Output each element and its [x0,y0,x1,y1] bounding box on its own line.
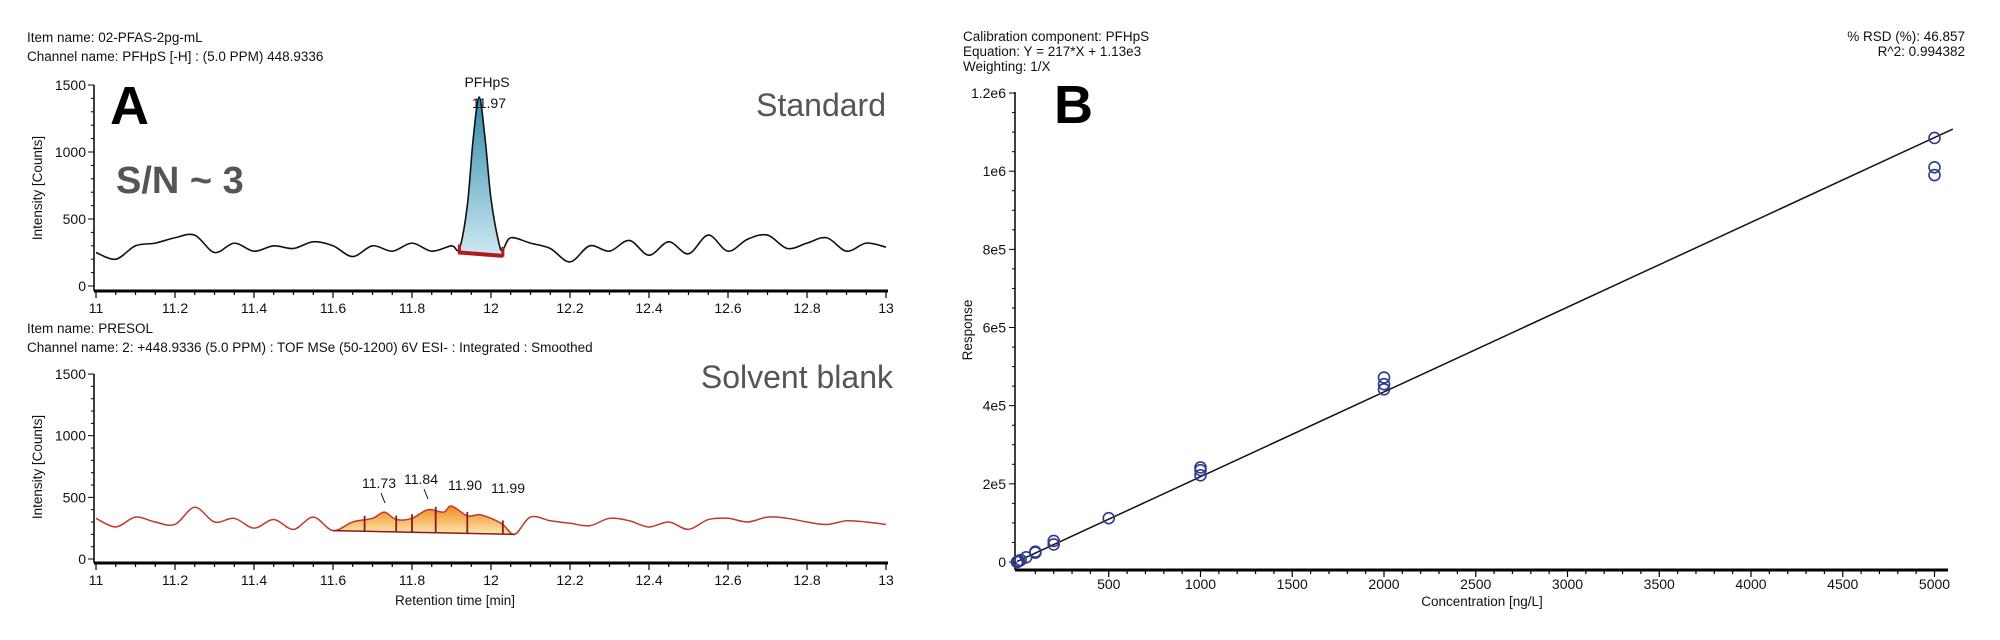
blank-x-tick-label: 12 [483,572,499,588]
calibration-y-tick-label: 8e5 [983,241,1007,257]
blank-y-tick-label: 0 [78,551,86,567]
calibration-curve: Calibration component: PFHpS Equation: Y… [960,29,1965,609]
calibration-point [1029,545,1042,558]
panel-label-a: A [110,76,149,136]
blank-y-axis-label: Intensity [Counts] [30,415,45,519]
calibration-y-tick-label: 0 [998,554,1006,570]
calibration-y-tick-label: 1.2e6 [971,85,1006,101]
blank-channel-name: Channel name: 2: +448.9336 (5.0 PPM) : T… [27,340,593,355]
calibration-point [1928,160,1941,174]
standard-x-tick-label: 12.4 [635,300,662,316]
blank-y-tick-label: 500 [63,489,87,505]
calibration-weighting: Weighting: 1/X [963,59,1051,74]
calibration-x-tick-label: 5000 [1919,576,1950,592]
blank-x-tick-label: 11.6 [320,572,346,588]
blank-x-tick-label: 12.2 [556,572,583,588]
calibration-x-axis-label: Concentration [ng/L] [1421,594,1543,609]
blank-x-tick-label: 12.4 [635,572,662,588]
chromatogram-standard: Item name: 02-PFAS-2pg-mL Channel name: … [27,30,894,316]
standard-x-tick-label: 11.8 [399,300,425,316]
calibration-equation: Equation: Y = 217*X + 1.13e3 [963,44,1141,59]
calibration-rsd: % RSD (%): 46.857 [1847,29,1965,44]
peak-rt-label: 11.97 [472,95,506,111]
calibration-point [1194,461,1207,474]
blank-tag: Solvent blank [701,359,894,395]
signal-to-noise-annotation: S/N ~ 3 [116,160,244,202]
standard-plot-area: 0 500 1000 1500 11 11.2 11.4 11.6 11.8 12 12.2 12.4… [55,77,894,316]
calibration-y-tick-label: 1e6 [983,163,1007,179]
calibration-x-tick-label: 4500 [1827,576,1858,592]
blank-x-tick-label: 13 [878,572,894,588]
calibration-x-tick-label: 3000 [1552,576,1583,592]
blank-peak-leader [423,488,429,500]
calibration-y-tick-label: 2e5 [983,476,1007,492]
calibration-fit-line [1016,128,1954,563]
blank-x-axis-label: Retention time [min] [395,593,515,608]
standard-x-tick-label: 12 [483,300,499,316]
blank-integration-baseline [332,529,515,536]
calibration-point [1047,538,1060,551]
standard-y-tick-label: 0 [78,278,86,294]
calibration-x-tick-label: 1000 [1185,576,1216,592]
blank-x-tick-label: 11.8 [399,572,425,588]
calibration-x-tick-label: 4000 [1735,576,1766,592]
calibration-point [1928,131,1941,145]
blank-x-tick-label: 12.8 [793,572,820,588]
blank-y-tick-label: 1000 [55,428,86,444]
blank-trace [95,505,887,536]
calibration-point [1194,468,1207,482]
blank-integrated-fill [333,505,515,535]
blank-peak-label: 11.73 [362,475,396,491]
calibration-y-tick-label: 6e5 [983,320,1007,336]
standard-x-tick-label: 12.8 [793,300,820,316]
standard-item-name: Item name: 02-PFAS-2pg-mL [27,30,203,45]
chromatogram-blank: Item name: PRESOL Channel name: 2: +448.… [27,321,894,608]
calibration-y-tick-label: 4e5 [983,398,1007,414]
blank-peak-leader [380,492,386,504]
peak-name-label: PFHpS [464,74,509,90]
standard-channel-name: Channel name: PFHpS [-H] : (5.0 PPM) 448… [27,49,323,64]
standard-x-tick-label: 12.2 [556,300,583,316]
calibration-point [1047,534,1060,548]
calibration-point [1102,511,1116,525]
standard-integration-baseline [459,250,504,258]
blank-peak-label: 11.84 [404,471,438,487]
standard-x-tick-label: 11 [89,300,104,316]
standard-y-tick-label: 500 [63,211,87,227]
blank-x-tick-label: 11.2 [162,572,188,588]
calibration-x-tick-label: 500 [1097,576,1121,592]
blank-item-name: Item name: PRESOL [27,321,154,336]
standard-y-axis-label: Intensity [Counts] [30,136,45,240]
standard-x-tick-label: 11.2 [162,300,188,316]
blank-x-tick-label: 11 [89,572,104,588]
standard-x-tick-label: 13 [878,300,894,316]
panel-label-b: B [1054,75,1093,135]
calibration-x-tick-label: 1500 [1277,576,1308,592]
standard-y-tick-label: 1000 [55,144,86,160]
calibration-x-tick-label: 2500 [1460,576,1491,592]
standard-x-tick-label: 12.6 [714,300,741,316]
calibration-x-tick-label: 2000 [1368,576,1399,592]
calibration-y-axis-label: Response [960,300,975,361]
calibration-x-tick-label: 3500 [1644,576,1675,592]
calibration-r-squared: R^2: 0.994382 [1878,44,1965,59]
calibration-component: Calibration component: PFHpS [963,29,1149,44]
standard-y-tick-label: 1500 [55,77,86,93]
calibration-plot-area: 0 2e5 4e5 6e5 8e5 1e6 1.2e6 500 1000 1500 2000 2500… [971,85,1954,592]
calibration-point [1377,371,1391,384]
calibration-point [1377,377,1391,391]
standard-x-tick-label: 11.6 [320,300,346,316]
blank-x-tick-label: 12.6 [714,572,741,588]
blank-plot-area: 0 500 1000 1500 11 11.2 11.4 11.6 11.8 12 12.2 12.4… [55,366,894,588]
blank-y-tick-label: 1500 [55,366,86,382]
blank-peak-label: 11.90 [448,477,482,493]
standard-x-tick-label: 11.4 [241,300,267,316]
standard-trace [95,96,887,263]
standard-tag: Standard [756,87,886,123]
standard-peak-fill [459,97,503,256]
calibration-point [1928,168,1941,182]
blank-peak-label: 11.99 [491,480,525,496]
blank-x-tick-label: 11.4 [241,572,267,588]
